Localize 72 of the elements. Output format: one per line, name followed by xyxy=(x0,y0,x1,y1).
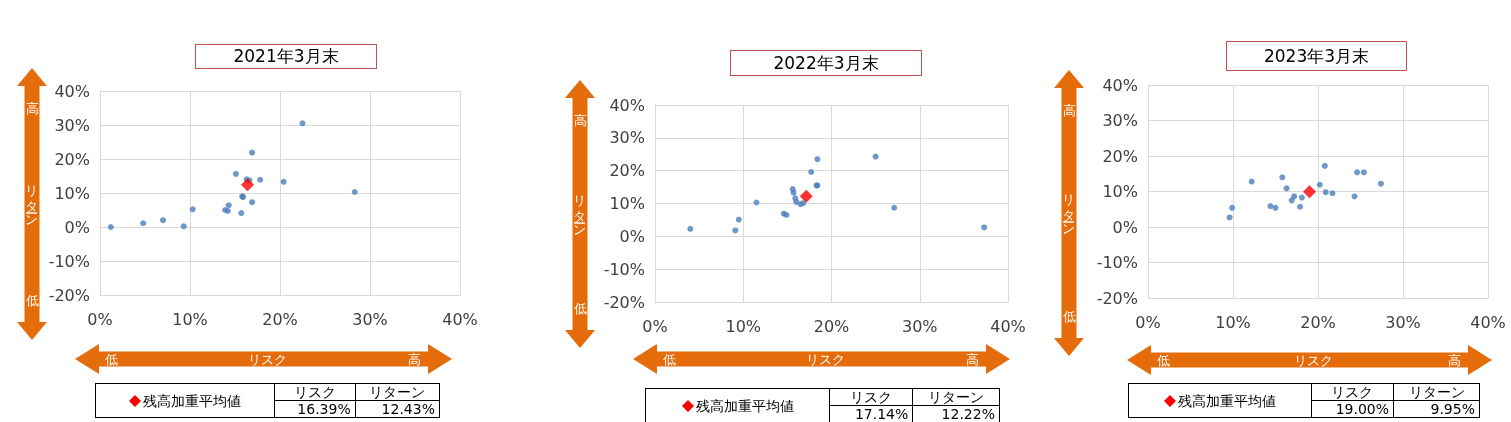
text: 低 xyxy=(663,351,676,367)
y-tick-label: -10% xyxy=(48,251,90,271)
y-tick-label: -10% xyxy=(1096,253,1138,272)
text: 低 xyxy=(1157,352,1170,368)
chart-title: 2023年3月末 xyxy=(1226,41,1407,71)
text: 12.22% xyxy=(912,405,1000,422)
y-tick-label: 20% xyxy=(1102,146,1138,166)
text: 16.39% xyxy=(274,400,356,418)
text: 9.95% xyxy=(1393,400,1480,418)
x-tick-label: 40% xyxy=(442,309,478,329)
y-tick-label: 40% xyxy=(1102,75,1138,95)
x-tick-label: 10% xyxy=(172,309,208,329)
chart-title: 2021年3月末 xyxy=(195,44,377,69)
legend-label: 残高加重平均値 xyxy=(142,392,241,409)
text: リターン xyxy=(1393,383,1480,401)
x-tick-label: 20% xyxy=(1300,312,1336,332)
text: リスク xyxy=(1293,352,1333,368)
text: リスク xyxy=(247,351,287,367)
chart-title: 2022年3月末 xyxy=(730,50,922,76)
y-tick-label: 30% xyxy=(1102,111,1138,130)
y-tick-label: -20% xyxy=(1096,288,1138,308)
y-tick-label: 20% xyxy=(54,149,90,169)
text: 17.14% xyxy=(829,405,913,422)
legend-label: 残高加重平均値 xyxy=(695,397,794,414)
y-tick-label: 30% xyxy=(609,128,645,148)
text: リターン xyxy=(572,186,587,231)
y-tick-label: -10% xyxy=(603,259,645,279)
text: 高 xyxy=(1448,352,1461,368)
x-tick-label: 30% xyxy=(901,316,938,336)
text: リターン xyxy=(24,176,39,221)
y-tick-label: -20% xyxy=(48,285,90,305)
y-tick-label: -20% xyxy=(603,292,645,312)
x-tick-label: 0% xyxy=(1135,312,1161,332)
text: リスク xyxy=(829,388,913,406)
x-tick-label: 10% xyxy=(1215,312,1251,332)
text: リターン xyxy=(912,388,1000,406)
text: 低 xyxy=(105,351,118,367)
text: リスク xyxy=(274,383,356,401)
x-tick-label: 30% xyxy=(1385,312,1421,332)
text: 低 xyxy=(573,301,587,316)
text: 高 xyxy=(25,101,39,116)
x-tick-label: 20% xyxy=(262,309,298,329)
text: 高 xyxy=(1062,103,1076,118)
text: 高 xyxy=(573,113,587,128)
y-tick-label: 0% xyxy=(1112,217,1138,237)
text: 低 xyxy=(1062,309,1076,324)
y-tick-label: 20% xyxy=(609,161,645,181)
x-tick-label: 40% xyxy=(1470,312,1506,332)
y-tick-label: 10% xyxy=(54,183,90,203)
x-tick-label: 0% xyxy=(87,309,113,329)
text: 19.00% xyxy=(1311,400,1394,418)
y-tick-label: 0% xyxy=(64,217,90,237)
x-tick-label: 30% xyxy=(352,309,388,329)
text: リスク xyxy=(805,351,845,367)
y-tick-label: 10% xyxy=(609,194,645,213)
text: 高 xyxy=(966,351,979,367)
x-tick-label: 40% xyxy=(990,316,1026,336)
y-tick-label: 0% xyxy=(619,226,645,246)
x-tick-label: 10% xyxy=(725,316,762,336)
y-tick-label: 40% xyxy=(609,95,645,115)
y-tick-label: 40% xyxy=(54,81,90,101)
legend-label: 残高加重平均値 xyxy=(1177,392,1276,409)
y-tick-label: 10% xyxy=(1102,182,1138,201)
y-tick-label: 30% xyxy=(54,115,90,135)
x-tick-label: 0% xyxy=(642,316,668,336)
text: リターン xyxy=(355,383,440,401)
x-tick-label: 20% xyxy=(813,316,850,336)
text: リターン xyxy=(1061,185,1076,230)
text: 12.43% xyxy=(355,400,440,418)
text: 低 xyxy=(25,293,39,308)
text: リスク xyxy=(1311,383,1394,401)
text: 高 xyxy=(408,351,421,367)
